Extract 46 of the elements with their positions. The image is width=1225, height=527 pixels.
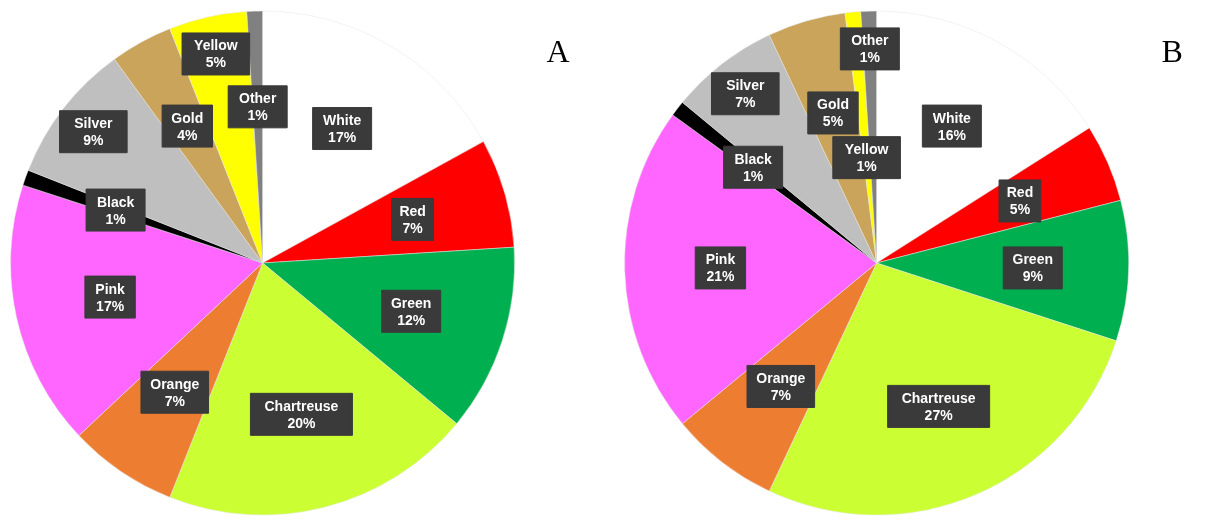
slice-label: Other: [239, 90, 277, 107]
slice-label: Yellow: [844, 141, 889, 158]
data-label: 1%: [247, 107, 269, 124]
slice-label: White: [323, 112, 362, 129]
slice-label: Orange: [756, 369, 806, 386]
slice-label: Black: [96, 193, 135, 210]
data-label: 7%: [402, 219, 424, 236]
data-label: 7%: [735, 94, 756, 111]
data-label: 7%: [164, 392, 186, 409]
data-label: 17%: [96, 297, 125, 314]
data-label: 12%: [397, 311, 426, 328]
slice-label: Chartreuse: [901, 389, 976, 406]
data-label: 21%: [706, 268, 735, 285]
data-label: 9%: [83, 132, 104, 149]
slice-label: Pink: [95, 280, 126, 297]
slice-label: Red: [1006, 184, 1034, 201]
data-label: 20%: [287, 414, 316, 431]
data-label: 5%: [822, 113, 844, 130]
slice-label: Silver: [726, 77, 765, 94]
slice-label: White: [932, 109, 972, 126]
data-label: 1%: [856, 158, 878, 175]
slice-label: Gold: [817, 96, 849, 113]
slice-label: Pink: [705, 251, 736, 268]
slice-label: Green: [1012, 251, 1053, 268]
data-label: 5%: [1009, 201, 1031, 218]
data-label: 9%: [1022, 268, 1044, 285]
data-label: 7%: [770, 386, 792, 403]
slice-label: Other: [851, 32, 890, 49]
data-label: 4%: [177, 126, 198, 143]
slice-label: Yellow: [194, 37, 238, 54]
slice-label: Red: [399, 202, 426, 219]
text: A: [546, 32, 570, 69]
slice-label: Silver: [74, 115, 113, 132]
data-label: 1%: [105, 210, 127, 227]
data-label: 16%: [937, 126, 967, 143]
slice-label: Black: [734, 150, 773, 167]
data-label: 5%: [205, 54, 227, 71]
slice-label: Green: [390, 294, 432, 311]
slice-label: Orange: [150, 375, 200, 392]
data-label: 27%: [924, 406, 954, 423]
text: B: [1161, 32, 1183, 69]
data-label: 1%: [859, 49, 881, 66]
slice-label: Chartreuse: [264, 397, 339, 414]
slice-label: Gold: [171, 109, 204, 126]
data-label: 1%: [743, 167, 764, 184]
data-label: 17%: [328, 129, 357, 146]
